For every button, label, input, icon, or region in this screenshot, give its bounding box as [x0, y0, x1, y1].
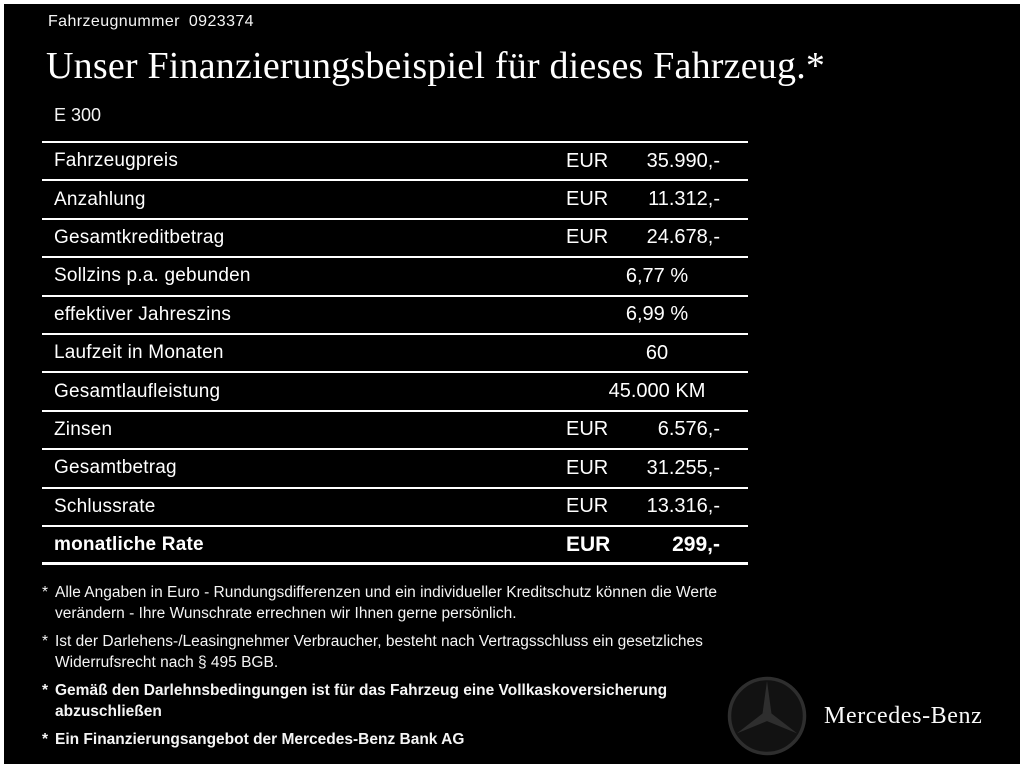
footnote-marker: *	[42, 633, 49, 650]
row-value: 24.678,-	[646, 226, 720, 249]
footnote: * Ein Finanzierungsangebot der Mercedes-…	[42, 729, 748, 750]
row-value-area: 45.000 KM	[566, 380, 748, 403]
vehicle-number-label: Fahrzeugnummer	[48, 13, 180, 30]
page-title: Unser Finanzierungsbeispiel für dieses F…	[46, 45, 826, 87]
table-row: Gesamtlaufleistung 45.000 KM	[42, 373, 748, 412]
table-row: Gesamtbetrag EUR 31.255,-	[42, 450, 748, 489]
footnotes: * Alle Angaben in Euro - Rundungsdiffere…	[42, 582, 748, 757]
table-row-monthly-rate: monatliche Rate EUR 299,-	[42, 527, 748, 566]
row-value-area: EUR 299,-	[566, 533, 748, 557]
footnote-marker: *	[42, 682, 49, 699]
row-value: 35.990,-	[646, 149, 720, 172]
row-value: 31.255,-	[646, 456, 720, 479]
finance-table: Fahrzeugpreis EUR 35.990,- Anzahlung EUR…	[42, 141, 748, 566]
row-value-area: EUR 35.990,-	[566, 150, 748, 173]
table-row: Sollzins p.a. gebunden 6,77 %	[42, 258, 748, 297]
currency-label: EUR	[566, 188, 609, 211]
table-row: Anzahlung EUR 11.312,-	[42, 181, 748, 220]
brand-block: Mercedes-Benz	[726, 675, 982, 757]
row-label: monatliche Rate	[54, 533, 204, 555]
table-row: effektiver Jahreszins 6,99 %	[42, 297, 748, 335]
row-value: 6,77 %	[625, 264, 689, 287]
table-row: Gesamtkreditbetrag EUR 24.678,-	[42, 220, 748, 259]
currency-label: EUR	[566, 149, 609, 172]
row-label: Gesamtlaufleistung	[54, 380, 221, 402]
row-value-area: EUR 6.576,-	[566, 418, 748, 441]
mercedes-star-icon	[726, 675, 808, 757]
row-value: 45.000 KM	[608, 380, 706, 403]
row-label: Schlussrate	[54, 495, 156, 517]
row-value: 60	[645, 341, 669, 364]
table-row: Laufzeit in Monaten 60	[42, 335, 748, 374]
vehicle-number-value: 0923374	[188, 13, 254, 30]
footnote-text: Ein Finanzierungsangebot der Mercedes-Be…	[55, 731, 465, 748]
row-value: 6.576,-	[657, 418, 720, 441]
footnote-text: Alle Angaben in Euro - Rundungsdifferenz…	[55, 584, 718, 622]
footnote: * Alle Angaben in Euro - Rundungsdiffere…	[42, 582, 748, 624]
row-value-area: EUR 31.255,-	[566, 457, 748, 480]
table-row: Fahrzeugpreis EUR 35.990,-	[42, 143, 748, 182]
row-label: Laufzeit in Monaten	[54, 342, 224, 364]
row-value: 13.316,-	[646, 495, 720, 518]
footnote-text: Ist der Darlehens-/Leasingnehmer Verbrau…	[55, 633, 703, 671]
footnote: * Gemäß den Darlehnsbedingungen ist für …	[42, 680, 748, 722]
row-label: Zinsen	[54, 418, 113, 440]
row-value-area: EUR 24.678,-	[566, 226, 748, 249]
footnote-marker: *	[42, 584, 49, 601]
row-value-area: EUR 13.316,-	[566, 495, 748, 518]
footnote-marker: *	[42, 731, 49, 748]
row-label: Sollzins p.a. gebunden	[54, 265, 251, 287]
table-row: Zinsen EUR 6.576,-	[42, 412, 748, 451]
footnote: * Ist der Darlehens-/Leasingnehmer Verbr…	[42, 631, 748, 673]
currency-label: EUR	[566, 456, 609, 479]
row-value: 299,-	[672, 532, 720, 556]
table-row: Schlussrate EUR 13.316,-	[42, 489, 748, 527]
row-value-area: EUR 11.312,-	[566, 188, 748, 211]
row-value-area: 6,99 %	[566, 303, 748, 326]
model-name: E 300	[54, 105, 102, 125]
brand-wordmark: Mercedes-Benz	[824, 702, 983, 729]
currency-label: EUR	[566, 226, 609, 249]
currency-label: EUR	[566, 532, 611, 556]
footnote-text: Gemäß den Darlehnsbedingungen ist für da…	[55, 682, 668, 720]
row-label: Fahrzeugpreis	[54, 150, 179, 172]
row-value: 6,99 %	[625, 303, 689, 326]
row-label: Gesamtkreditbetrag	[54, 226, 225, 248]
row-value-area: 6,77 %	[566, 265, 748, 288]
currency-label: EUR	[566, 418, 609, 441]
currency-label: EUR	[566, 495, 609, 518]
row-value-area: 60	[566, 342, 748, 365]
row-value: 11.312,-	[648, 188, 720, 211]
row-label: Gesamtbetrag	[54, 457, 177, 479]
row-label: Anzahlung	[54, 188, 146, 210]
vehicle-number: Fahrzeugnummer 0923374	[48, 13, 254, 31]
row-label: effektiver Jahreszins	[54, 303, 232, 325]
